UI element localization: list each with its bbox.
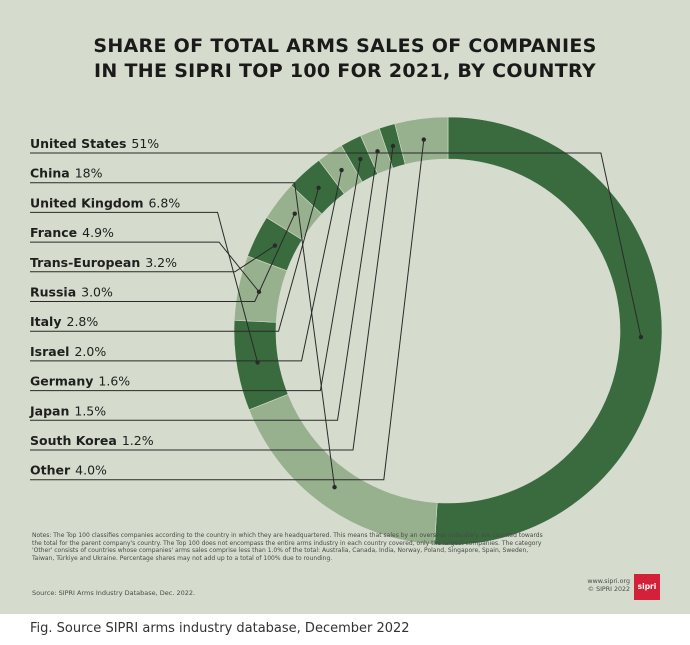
- leader-dot-south-korea: [390, 143, 396, 149]
- label-france: France 4.9%: [30, 225, 114, 240]
- leader-russia: [30, 213, 296, 302]
- leader-dot-trans-european: [272, 243, 278, 248]
- leader-dot-israel: [339, 167, 344, 173]
- leader-japan: [30, 151, 379, 421]
- label-china: China 18%: [30, 166, 103, 181]
- label-south-korea: South Korea 1.2%: [30, 433, 154, 448]
- leader-united-kingdom: [30, 211, 259, 363]
- slice-labels: United States 51% China 18% United Kingdom 6.…: [29, 136, 180, 478]
- label-israel: Israel 2.0%: [30, 344, 106, 359]
- figure-caption: Fig. Source SIPRI arms industry database…: [30, 621, 410, 636]
- label-germany: Germany 1.6%: [30, 374, 130, 389]
- leader-germany: [30, 158, 361, 392]
- slice-china: [248, 393, 438, 545]
- donut-chart: United States 51% China 18% United Kingdom 6.…: [29, 116, 663, 546]
- donut-slices: [233, 116, 663, 546]
- label-other: Other 4.0%: [30, 463, 107, 478]
- slice-united-kingdom: [233, 319, 289, 411]
- label-italy: Italy 2.8%: [30, 314, 98, 329]
- leader-dot-china: [332, 484, 337, 490]
- leader-dot-other: [421, 137, 427, 142]
- leader-dot-japan: [375, 149, 380, 154]
- leader-israel: [30, 169, 343, 362]
- leader-dot-russia: [292, 211, 297, 216]
- label-russia: Russia 3.0%: [30, 285, 113, 300]
- leader-dot-united-states: [638, 334, 644, 340]
- leader-italy: [30, 187, 320, 332]
- label-japan: Japan 1.5%: [29, 403, 106, 418]
- leader-south-korea: [30, 145, 394, 451]
- leader-lines: [30, 137, 644, 490]
- chart-title-line-2: IN THE SIPRI TOP 100 FOR 2021, BY COUNTR…: [94, 60, 596, 82]
- leader-france: [30, 241, 260, 293]
- credit-block: www.sipri.org © SIPRI 2022: [560, 578, 630, 594]
- chart-notes: Notes: The Top 100 classifies companies …: [32, 532, 543, 562]
- credit-url: www.sipri.org: [587, 578, 630, 585]
- leader-trans-european: [30, 245, 276, 273]
- leader-united-states: [30, 152, 642, 338]
- label-trans-european: Trans-European 3.2%: [30, 255, 177, 270]
- sipri-logo: sipri: [634, 574, 660, 600]
- leader-dot-italy: [316, 185, 321, 191]
- slice-united-states: [434, 116, 663, 546]
- leader-dot-germany: [358, 156, 363, 162]
- credit-copyright: © SIPRI 2022: [587, 586, 630, 593]
- chart-source: Source: SIPRI Arms Industry Database, De…: [32, 589, 196, 597]
- chart-title: SHARE OF TOTAL ARMS SALES OF COMPANIES I…: [0, 34, 690, 84]
- chart-title-line-1: SHARE OF TOTAL ARMS SALES OF COMPANIES: [93, 35, 597, 57]
- leader-other: [30, 139, 425, 481]
- label-united-states: United States 51%: [30, 136, 159, 151]
- label-united-kingdom: United Kingdom 6.8%: [30, 195, 180, 210]
